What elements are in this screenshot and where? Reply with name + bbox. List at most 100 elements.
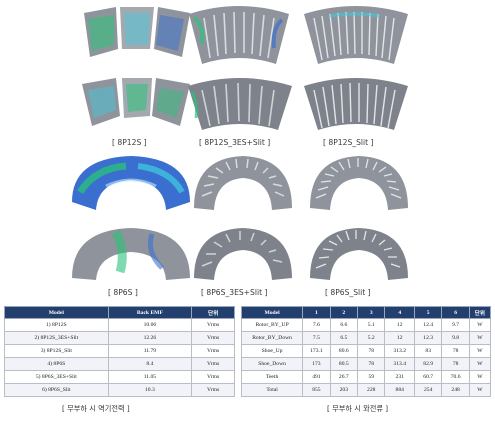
sim-8p6s-bottom xyxy=(72,228,190,280)
table-cell: 78 xyxy=(357,357,386,371)
table-row: Rotor_BY_UP 7.6 6.6 5.1 12 12.4 9.7 W xyxy=(240,318,492,332)
figure-label-8p12s-slit: [ 8P12S_Slit ] xyxy=(323,138,374,147)
table-cell: 884 xyxy=(384,383,415,397)
table-cell: 12.4 xyxy=(413,318,443,332)
table-cell: 5.1 xyxy=(357,318,386,332)
eddy-current-table: Model 1 2 3 4 5 6 단위 Rotor_BY_UP 7.6 6.6… xyxy=(240,306,492,397)
table-cell: Teeth xyxy=(240,370,304,384)
table-cell: Vrms xyxy=(191,318,235,332)
table-cell: 7.6 xyxy=(302,318,331,332)
table-cell: W xyxy=(468,344,492,358)
table-cell: 231 xyxy=(384,370,415,384)
sim-8p12s-slit-bottom xyxy=(304,78,408,130)
table-cell: 254 xyxy=(413,383,443,397)
table-header-row: Model 1 2 3 4 5 6 단위 xyxy=(240,306,492,319)
table-cell: 173 xyxy=(302,357,331,371)
sim-8p12s-3es-slit-bottom xyxy=(188,78,292,130)
table-cell: Vrms xyxy=(191,383,235,397)
table-cell: 70.6 xyxy=(441,370,470,384)
table-cell: 7.5 xyxy=(302,331,331,345)
table-cell: 173.1 xyxy=(302,344,331,358)
table-cell: 9.7 xyxy=(441,318,470,332)
sim-8p12s-bottom xyxy=(82,78,190,126)
figure-label-8p6s-3es-slit: [ 8P6S_3ES+Slit ] xyxy=(201,288,268,297)
table-cell: Vrms xyxy=(191,331,235,345)
column-header: Model xyxy=(240,306,304,319)
table-cell: W xyxy=(468,357,492,371)
table-cell: 855 xyxy=(302,383,331,397)
table-cell: 78 xyxy=(441,357,470,371)
table-cell: 5.2 xyxy=(357,331,386,345)
table-cell: 8.4 xyxy=(107,357,193,371)
back-emf-caption: [ 무부하 시 역기전력 ] xyxy=(62,404,130,413)
sim-8p12s-slit-top xyxy=(304,6,408,64)
table-cell: Vrms xyxy=(191,370,235,384)
table-cell: Rotor_BY_Down xyxy=(240,331,304,345)
table-cell: W xyxy=(468,370,492,384)
figure-label-8p12s-3es-slit: [ 8P12S_3ES+Slit ] xyxy=(199,138,271,147)
table-row: Teeth 491 26.7 59 231 60.7 70.6 W xyxy=(240,370,492,384)
back-emf-table: Model Back EMF 단위 1) 8P12S 10.06 Vrms 2)… xyxy=(4,306,235,397)
table-cell: Shoe_Up xyxy=(240,344,304,358)
table-row: Shoe_Down 173 80.5 78 313.4 82.9 78 W xyxy=(240,357,492,371)
table-cell: 11.79 xyxy=(107,344,193,358)
table-row: 2) 8P12S_3ES+Slit 12.26 Vrms xyxy=(4,331,235,345)
table-cell: 203 xyxy=(329,383,359,397)
sim-8p6s-slit-top xyxy=(310,156,408,210)
figure-label-8p6s-slit: [ 8P6S_Slit ] xyxy=(325,288,371,297)
table-row: 1) 8P12S 10.06 Vrms xyxy=(4,318,235,332)
column-header: 1 xyxy=(302,306,331,319)
table-cell: Rotor_BY_UP xyxy=(240,318,304,332)
column-header: 단위 xyxy=(191,306,235,319)
table-cell: 491 xyxy=(302,370,331,384)
table-cell: W xyxy=(468,318,492,332)
table-cell: 10.3 xyxy=(107,383,193,397)
table-row: 3) 8P12S_Slit 11.79 Vrms xyxy=(4,344,235,358)
table-cell: 26.7 xyxy=(329,370,359,384)
table-cell: Vrms xyxy=(191,344,235,358)
figure-label-8p6s: [ 8P6S ] xyxy=(108,288,138,297)
column-header: 4 xyxy=(384,306,415,319)
column-header: Back EMF xyxy=(107,306,193,319)
table-cell: Vrms xyxy=(191,357,235,371)
table-cell: W xyxy=(468,331,492,345)
table-cell: 313.4 xyxy=(384,357,415,371)
eddy-current-caption: [ 무부하 시 와전류 ] xyxy=(327,404,389,413)
table-cell: 12 xyxy=(384,318,415,332)
table-cell: 60.7 xyxy=(413,370,443,384)
table-row: Total 855 203 228 884 254 248 W xyxy=(240,383,492,397)
table-cell: 9.8 xyxy=(441,331,470,345)
table-row: 5) 8P6S_3ES+Slit 11.05 Vrms xyxy=(4,370,235,384)
table-cell: 80.6 xyxy=(329,344,359,358)
table-cell: 12 xyxy=(384,331,415,345)
table-cell: 80.5 xyxy=(329,357,359,371)
table-cell: 12.26 xyxy=(107,331,193,345)
table-cell: 1) 8P12S xyxy=(4,318,109,332)
table-header-row: Model Back EMF 단위 xyxy=(4,306,235,319)
table-cell: 2) 8P12S_3ES+Slit xyxy=(4,331,109,345)
table-cell: 6.6 xyxy=(329,318,359,332)
table-cell: 10.06 xyxy=(107,318,193,332)
table-cell: 82.9 xyxy=(413,357,443,371)
column-header: Model xyxy=(4,306,109,319)
table-cell: 4) 8P6S xyxy=(4,357,109,371)
table-cell: 78 xyxy=(357,344,386,358)
table-cell: Shoe_Down xyxy=(240,357,304,371)
table-cell: 78 xyxy=(441,344,470,358)
sim-8p6s-top xyxy=(72,156,190,210)
table-row: 4) 8P6S 8.4 Vrms xyxy=(4,357,235,371)
table-cell: 228 xyxy=(357,383,386,397)
column-header: 5 xyxy=(413,306,443,319)
sim-8p6s-3es-slit-bottom xyxy=(194,228,292,280)
sim-8p12s-3es-slit-top xyxy=(189,6,289,64)
table-cell: 6) 8P6S_Slit xyxy=(4,383,109,397)
sim-8p6s-slit-bottom xyxy=(310,228,408,280)
table-cell: 83 xyxy=(413,344,443,358)
table-row: 6) 8P6S_Slit 10.3 Vrms xyxy=(4,383,235,397)
table-cell: 12.3 xyxy=(413,331,443,345)
table-cell: 313.2 xyxy=(384,344,415,358)
table-cell: 248 xyxy=(441,383,470,397)
table-cell: 11.05 xyxy=(107,370,193,384)
table-row: Rotor_BY_Down 7.5 6.5 5.2 12 12.3 9.8 W xyxy=(240,331,492,345)
table-cell: 6.5 xyxy=(329,331,359,345)
